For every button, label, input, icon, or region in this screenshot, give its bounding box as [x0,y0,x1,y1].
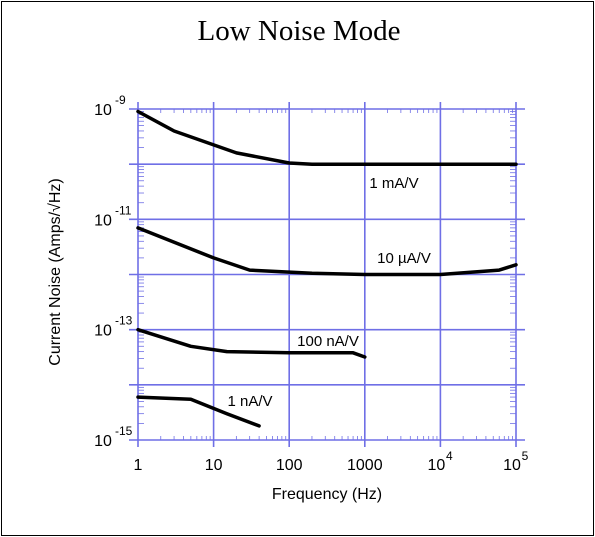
series-label: 1 mA/V [369,175,418,192]
x-tick-label: 1 [134,457,143,474]
y-tick-label: 10 [94,433,112,450]
y-tick-exponent: -15 [115,424,133,438]
y-tick-label: 10 [94,102,112,119]
x-tick-label: 10 [205,457,223,474]
series-label: 1 nA/V [227,393,272,410]
chart-title: Low Noise Mode [198,15,401,47]
x-tick-exponent: 4 [446,449,453,463]
y-axis-label: Current Noise (Amps/√Hz) [47,178,64,365]
series-label: 100 nA/V [297,333,359,350]
y-tick-label: 10 [94,212,112,229]
y-tick-exponent: -13 [115,314,133,328]
x-tick-label: 10 [428,457,446,474]
y-tick-exponent: -11 [115,203,132,217]
x-tick-label: 1000 [347,457,383,474]
x-tick-label: 100 [276,457,303,474]
x-axis-label: Frequency (Hz) [272,486,382,503]
y-tick-label: 10 [94,323,112,340]
x-tick-exponent: 5 [522,449,529,463]
series-label: 10 µA/V [377,250,431,267]
y-tick-exponent: -9 [115,93,126,107]
x-tick-label: 10 [503,457,521,474]
